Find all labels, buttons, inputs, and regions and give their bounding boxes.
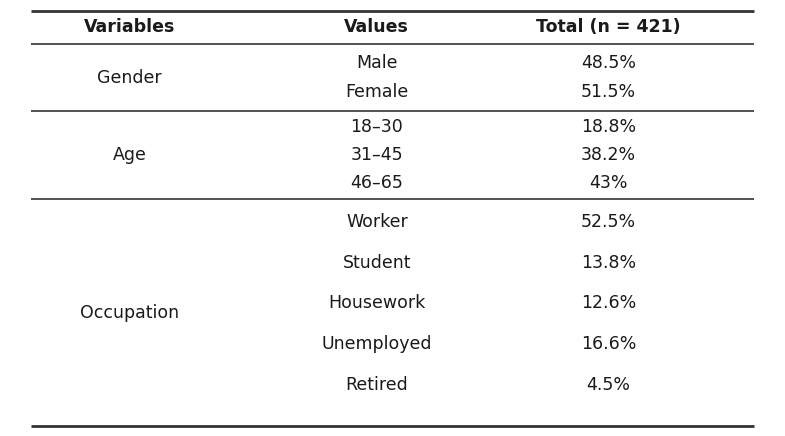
Text: Values: Values [345,18,409,36]
Text: 12.6%: 12.6% [581,294,636,313]
Text: Worker: Worker [346,213,407,231]
Text: 43%: 43% [589,174,628,192]
Text: Variables: Variables [84,18,175,36]
Text: 31–45: 31–45 [350,146,403,164]
Text: Gender: Gender [97,68,162,86]
Text: Age: Age [112,146,147,164]
Text: 51.5%: 51.5% [581,83,636,101]
Text: Male: Male [356,54,397,72]
Text: 16.6%: 16.6% [581,335,636,353]
Text: Housework: Housework [328,294,425,313]
Text: Female: Female [345,83,408,101]
Text: Student: Student [342,254,411,272]
Text: Occupation: Occupation [80,303,179,321]
Text: 52.5%: 52.5% [581,213,636,231]
Text: 38.2%: 38.2% [581,146,636,164]
Text: Total (n = 421): Total (n = 421) [536,18,681,36]
Text: 18.8%: 18.8% [581,118,636,136]
Text: 48.5%: 48.5% [581,54,636,72]
Text: 46–65: 46–65 [350,174,403,192]
Text: Retired: Retired [345,376,408,394]
Text: 4.5%: 4.5% [586,376,630,394]
Text: 13.8%: 13.8% [581,254,636,272]
Text: Unemployed: Unemployed [322,335,432,353]
Text: 18–30: 18–30 [350,118,403,136]
